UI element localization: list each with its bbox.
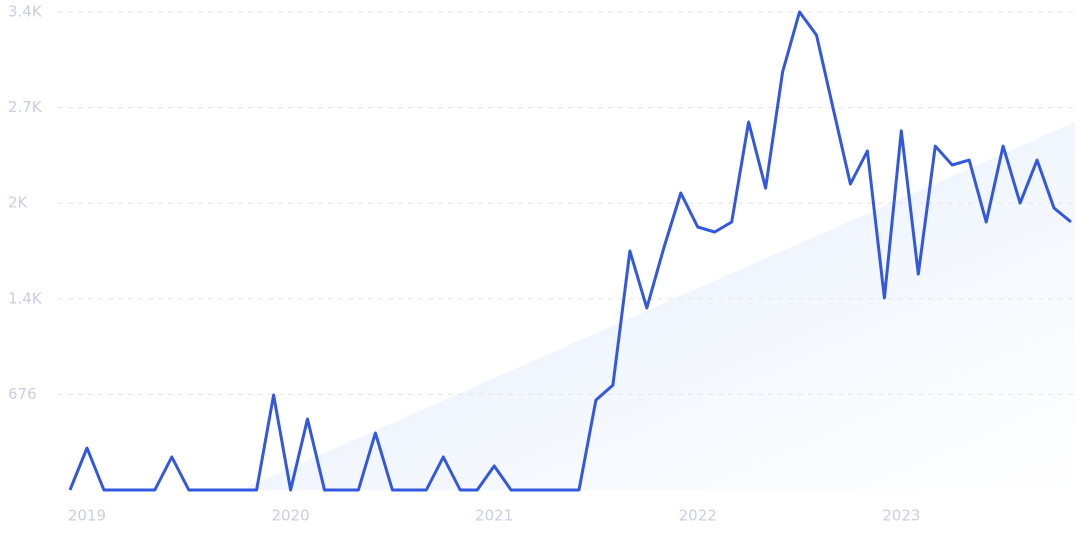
y-tick-label: 676	[8, 385, 37, 403]
y-tick-label: 2K	[8, 194, 29, 212]
y-tick-label: 1.4K	[8, 289, 43, 307]
line	[68, 10, 1072, 492]
x-tick-label: 2020	[271, 507, 309, 525]
y-tick-label: 3.4K	[8, 3, 43, 21]
x-tick-label: 2019	[68, 507, 106, 525]
x-tick-label: 2021	[475, 507, 513, 525]
x-tick-label: 2023	[882, 507, 920, 525]
y-tick-label: 2.7K	[8, 98, 43, 116]
background-shape	[240, 122, 1075, 490]
x-tick-label: 2022	[679, 507, 717, 525]
